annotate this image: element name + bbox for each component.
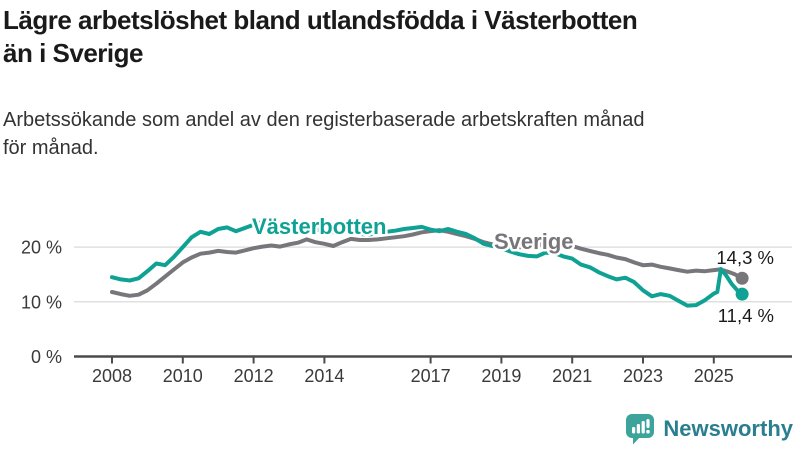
series-line-sverige <box>110 228 745 298</box>
series-end-dot-sverige <box>735 271 749 285</box>
bar-chart-speech-bubble-icon <box>626 414 655 445</box>
chart-title: Lägre arbetslöshet bland utlandsfödda i … <box>3 4 797 70</box>
newsworthy-logo: Newsworthy <box>625 413 793 445</box>
chart-subtitle: Arbetssökande som andel av den registerb… <box>3 106 797 162</box>
series-line-vasterbotten <box>110 219 745 308</box>
end-value-label-sverige: 14,3 % <box>716 247 774 268</box>
series-end-dot-vasterbotten <box>735 287 749 301</box>
newsworthy-logo-text: Newsworthy <box>663 416 793 441</box>
x-tick-label-2008: 2008 <box>92 366 132 386</box>
x-tick-label-2012: 2012 <box>234 366 274 386</box>
x-tick-label-2019: 2019 <box>481 366 521 386</box>
y-tick-label-0: 0 % <box>31 347 62 367</box>
x-tick-label-2021: 2021 <box>552 366 592 386</box>
x-tick-label-2023: 2023 <box>623 366 663 386</box>
series-label-vasterbotten: Västerbotten <box>252 214 386 239</box>
chart-title-line-1: Lägre arbetslöshet bland utlandsfödda i … <box>3 5 638 35</box>
y-tick-label-10: 10 % <box>21 292 62 312</box>
x-tick-label-2017: 2017 <box>411 366 451 386</box>
x-tick-label-2025: 2025 <box>694 366 734 386</box>
series-label-sverige: Sverige <box>494 229 574 254</box>
chart-subtitle-line-2: för månad. <box>3 137 99 159</box>
y-tick-label-20: 20 % <box>21 238 62 258</box>
x-tick-label-2014: 2014 <box>304 366 344 386</box>
x-tick-label-2010: 2010 <box>163 366 203 386</box>
chart-title-line-2: än i Sverige <box>3 38 143 68</box>
chart-subtitle-line-1: Arbetssökande som andel av den registerb… <box>3 109 645 131</box>
end-value-label-vasterbotten: 11,4 % <box>718 305 774 326</box>
